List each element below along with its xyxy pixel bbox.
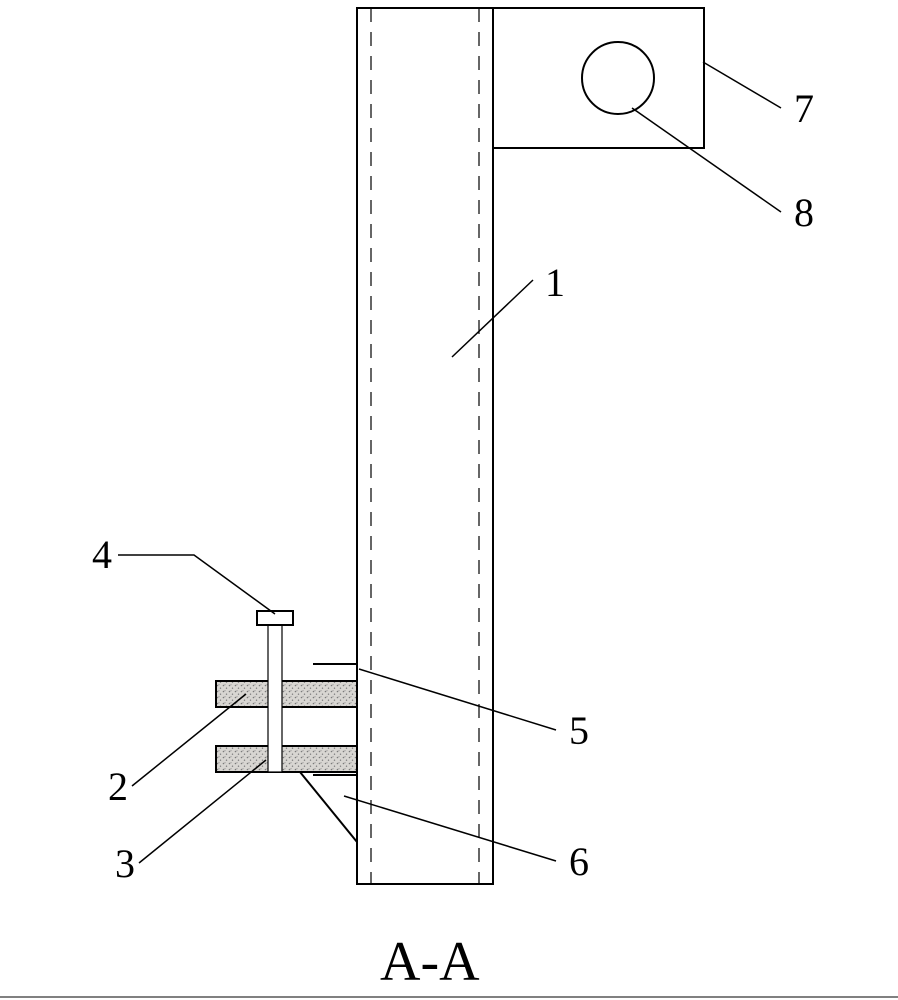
- label-8: 8: [794, 190, 814, 235]
- label-2: 2: [108, 764, 128, 809]
- main-column: [357, 8, 493, 884]
- label-5: 5: [569, 708, 589, 753]
- bracket-plate-lower: [216, 746, 357, 772]
- section-label: A-A: [380, 931, 480, 993]
- top-box: [493, 8, 704, 148]
- label-1: 1: [545, 260, 565, 305]
- bolt-shaft: [268, 625, 282, 772]
- label-4: 4: [92, 532, 112, 577]
- bracket-plate-upper: [216, 681, 357, 707]
- label-6: 6: [569, 839, 589, 884]
- label-3: 3: [115, 841, 135, 886]
- label-7: 7: [794, 86, 814, 131]
- diagram-svg: 1 2 3 4 5 6 7 8 A-A: [0, 0, 898, 1000]
